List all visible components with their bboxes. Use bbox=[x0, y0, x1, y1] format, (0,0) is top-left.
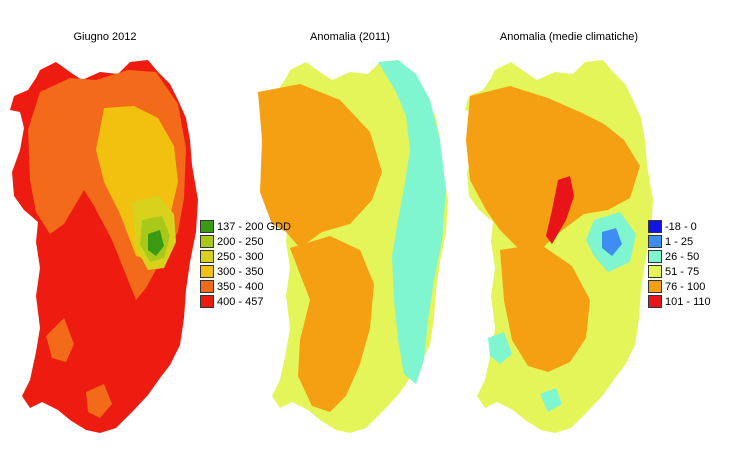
legend-swatch bbox=[648, 280, 662, 293]
legend-label: 76 - 100 bbox=[665, 280, 706, 293]
legend-label: 300 - 350 bbox=[217, 265, 264, 278]
legend-swatch bbox=[200, 280, 214, 293]
legend-label: 51 - 75 bbox=[665, 265, 700, 278]
legend-gdd-item: 250 - 300 bbox=[200, 249, 291, 264]
legend-anomaly-item: 101 - 110 bbox=[648, 294, 711, 309]
legend-anomaly: -18 - 0 1 - 25 26 - 50 51 - 75 76 - 100 … bbox=[648, 219, 711, 309]
legend-gdd-item: 300 - 350 bbox=[200, 264, 291, 279]
map2-zone-cyan-east bbox=[378, 60, 446, 384]
legend-label: 137 - 200 GDD bbox=[217, 220, 291, 233]
legend-swatch bbox=[648, 235, 662, 248]
legend-anomaly-item: 1 - 25 bbox=[648, 234, 711, 249]
legend-anomaly-item: 26 - 50 bbox=[648, 249, 711, 264]
legend-label: 350 - 400 bbox=[217, 280, 264, 293]
map3-zone-orange-south bbox=[500, 244, 590, 372]
legend-anomaly-item: -18 - 0 bbox=[648, 219, 711, 234]
legend-swatch bbox=[200, 295, 214, 308]
legend-label: 200 - 250 bbox=[217, 235, 264, 248]
legend-gdd-item: 350 - 400 bbox=[200, 279, 291, 294]
map1-zone-south-orange bbox=[46, 318, 112, 418]
legend-label: 250 - 300 bbox=[217, 250, 264, 263]
legend-gdd-item: 137 - 200 GDD bbox=[200, 219, 291, 234]
legend-label: 101 - 110 bbox=[665, 295, 711, 308]
legend-label: 26 - 50 bbox=[665, 250, 700, 263]
legend-label: 400 - 457 bbox=[217, 295, 264, 308]
map2-zone-orange-south bbox=[290, 236, 374, 412]
map3-zone-blue bbox=[602, 228, 622, 256]
map-title-anomalia-medie-climatiche: Anomalia (medie climatiche) bbox=[499, 31, 639, 43]
map-title-giugno-2012: Giugno 2012 bbox=[73, 31, 137, 43]
legend-gdd-item: 400 - 457 bbox=[200, 294, 291, 309]
legend-swatch bbox=[648, 220, 662, 233]
map3-zone-red bbox=[546, 176, 574, 244]
legend-swatch bbox=[648, 265, 662, 278]
map-anomalia-2011 bbox=[258, 60, 448, 433]
legend-swatch bbox=[200, 250, 214, 263]
legend-swatch bbox=[200, 220, 214, 233]
legend-swatch bbox=[648, 295, 662, 308]
legend-label: 1 - 25 bbox=[665, 235, 694, 248]
map-giugno-2012 bbox=[10, 60, 198, 433]
map3-zone-orange-north bbox=[466, 86, 640, 250]
map2-zone-orange-west bbox=[258, 84, 382, 248]
legend-gdd-item: 200 - 250 bbox=[200, 234, 291, 249]
map1-zone-green bbox=[148, 230, 164, 256]
legend-swatch bbox=[200, 235, 214, 248]
legend-gdd: 137 - 200 GDD 200 - 250 250 - 300 300 - … bbox=[200, 219, 291, 309]
map-title-anomalia-2011: Anomalia (2011) bbox=[310, 31, 390, 43]
map3-zone-cyan bbox=[488, 212, 636, 412]
legend-swatch bbox=[648, 250, 662, 263]
map-anomalia-medie-climatiche bbox=[465, 60, 653, 433]
legend-anomaly-item: 76 - 100 bbox=[648, 279, 711, 294]
legend-swatch bbox=[200, 265, 214, 278]
legend-anomaly-item: 51 - 75 bbox=[648, 264, 711, 279]
legend-label: -18 - 0 bbox=[665, 220, 697, 233]
